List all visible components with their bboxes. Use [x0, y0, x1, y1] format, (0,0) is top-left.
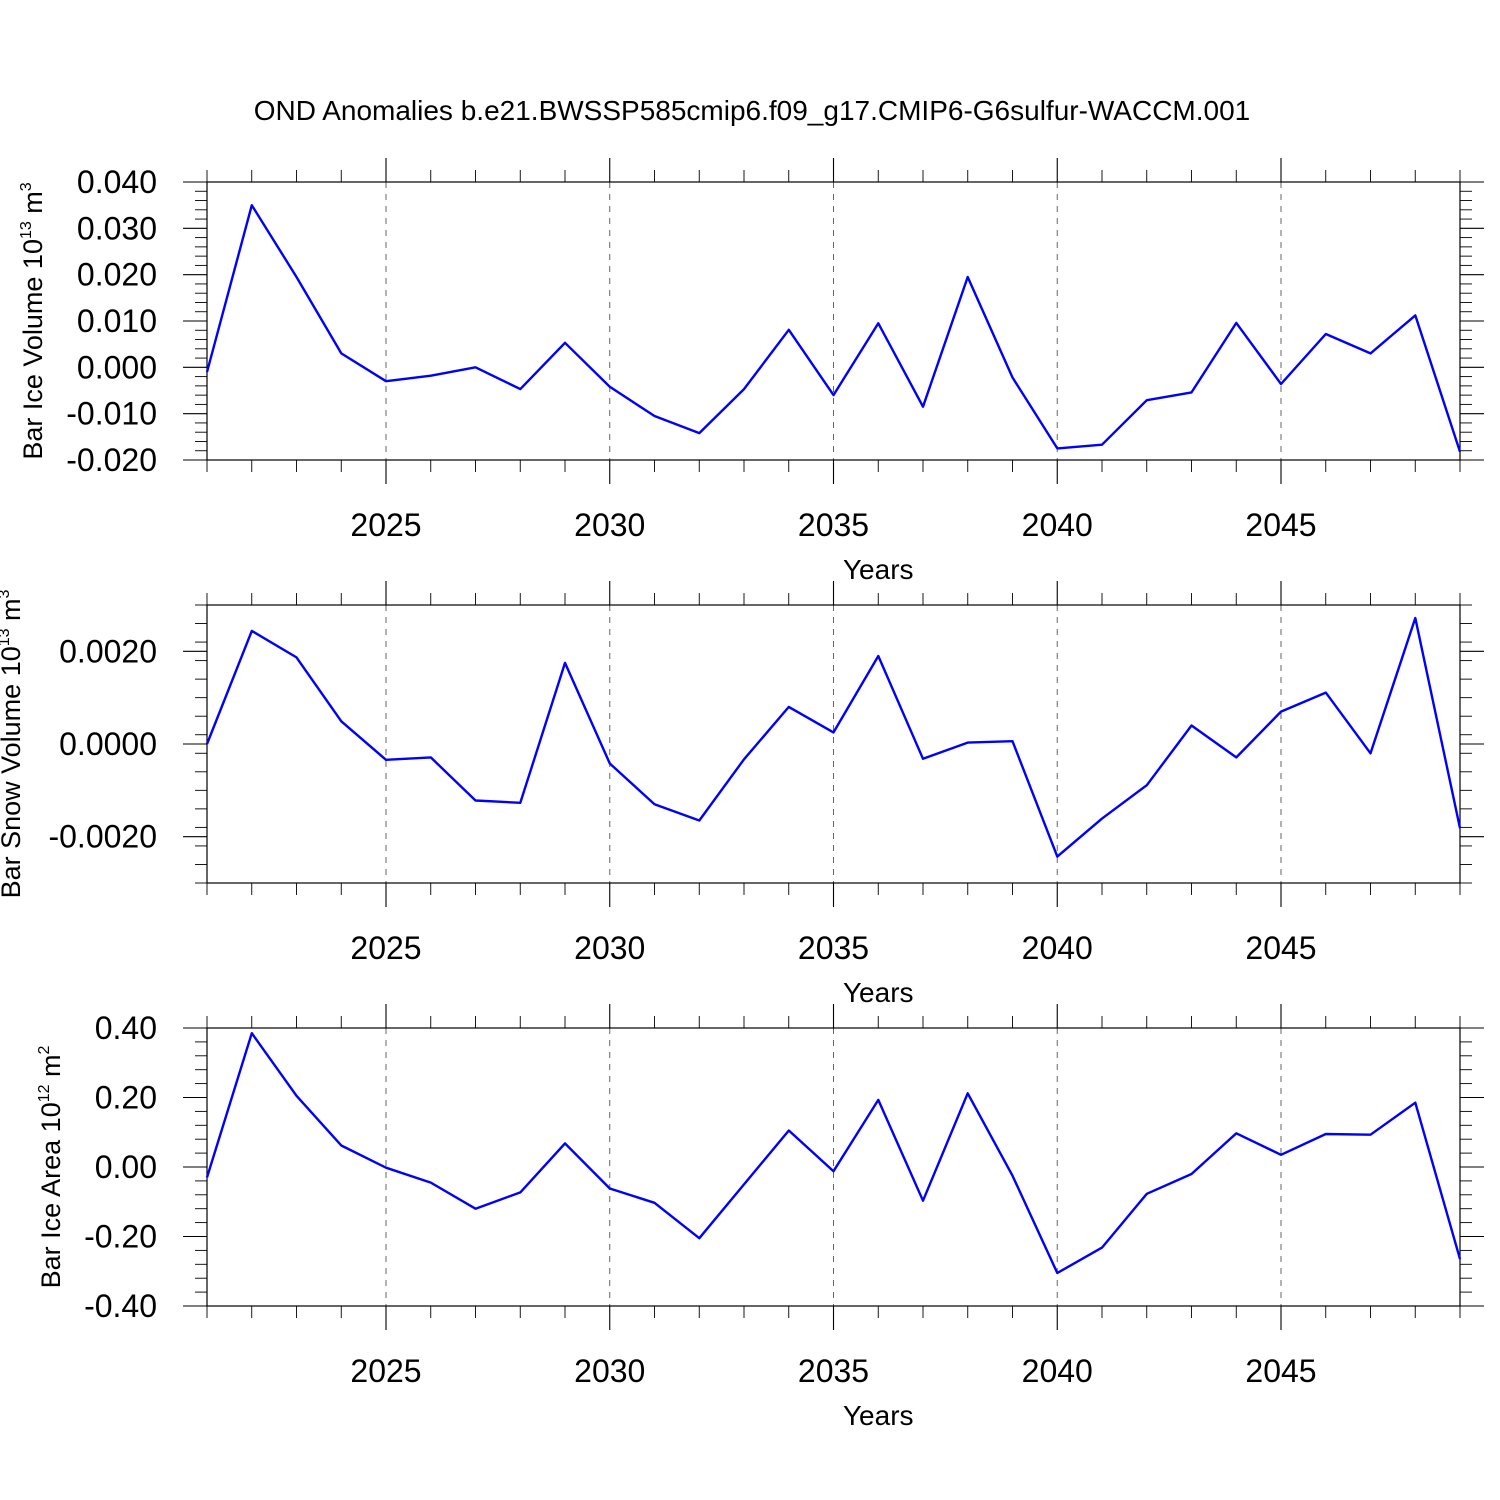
y-tick-label: -0.010 — [66, 396, 157, 432]
y-axis-label: Bar Snow Volume 1013 m3 — [0, 589, 26, 898]
chart-title: OND Anomalies b.e21.BWSSP585cmip6.f09_g1… — [254, 95, 1251, 126]
y-tick-label: -0.40 — [84, 1288, 157, 1324]
y-tick-label: 0.0000 — [59, 726, 157, 762]
y-tick-label: -0.20 — [84, 1219, 157, 1255]
y-axis-label-part: m — [36, 1054, 66, 1084]
series-line-1 — [205, 616, 1462, 858]
x-tick-label: 2025 — [350, 930, 421, 966]
x-tick-label: 2040 — [1022, 930, 1093, 966]
x-tick-label: 2030 — [574, 507, 645, 543]
x-tick-label: 2040 — [1022, 507, 1093, 543]
x-tick-label: 2025 — [350, 507, 421, 543]
y-axis-label-part: m — [18, 191, 48, 221]
chart-panel-1: 2025 2030 2035 2040 2045 Years -0.020 -0.010 0.0… — [18, 158, 1484, 585]
x-axis-label: Years — [843, 1400, 914, 1431]
y-axis-label-superscript: 3 — [0, 589, 13, 598]
y-axis-label-superscript: 2 — [36, 1045, 53, 1054]
y-axis-label: Bar Ice Volume 1013 m3 — [18, 182, 48, 459]
series-line-1 — [205, 203, 1462, 453]
x-tick-label: 2045 — [1245, 507, 1316, 543]
x-tick-label: 2030 — [574, 930, 645, 966]
y-axis-label: Bar Ice Area 1012 m2 — [36, 1045, 66, 1288]
chart-panel-2: 2025 2030 2035 2040 2045 Years -0.0020 0.0000 0.… — [0, 581, 1484, 1008]
y-axis-label-superscript: 12 — [36, 1084, 53, 1102]
x-axis-label: Years — [843, 554, 914, 585]
y-axis-label-part: m — [0, 598, 26, 628]
series-line-1 — [205, 1031, 1462, 1275]
y-axis-label-superscript: 13 — [18, 221, 35, 239]
y-axis-label-part: Bar Ice Area 10 — [36, 1102, 66, 1288]
y-axis-label-part: Bar Snow Volume 10 — [0, 646, 26, 898]
y-tick-label: 0.00 — [95, 1149, 157, 1185]
x-tick-label: 2035 — [798, 930, 869, 966]
y-tick-label: 0.20 — [95, 1080, 157, 1116]
x-tick-label: 2025 — [350, 1353, 421, 1389]
y-tick-label: 0.010 — [77, 303, 157, 339]
y-tick-label: 0.0020 — [59, 633, 157, 669]
x-tick-label: 2040 — [1022, 1353, 1093, 1389]
x-tick-label: 2035 — [798, 1353, 869, 1389]
y-axis-label-superscript: 3 — [18, 182, 35, 191]
y-tick-label: -0.020 — [66, 442, 157, 478]
y-tick-label: 0.40 — [95, 1010, 157, 1046]
y-axis-label-part: Bar Ice Volume 10 — [18, 239, 48, 460]
x-axis-label: Years — [843, 977, 914, 1008]
chart-panel-3: 2025 2030 2035 2040 2045 Years -0.40 -0.20 0.00 0… — [36, 1004, 1484, 1431]
x-tick-label: 2030 — [574, 1353, 645, 1389]
y-tick-label: 0.000 — [77, 349, 157, 385]
y-tick-label: 0.020 — [77, 257, 157, 293]
y-tick-label: 0.040 — [77, 164, 157, 200]
y-tick-label: 0.030 — [77, 210, 157, 246]
x-tick-label: 2045 — [1245, 1353, 1316, 1389]
y-tick-label: -0.0020 — [48, 819, 157, 855]
y-axis-label-superscript: 13 — [0, 628, 13, 646]
x-tick-label: 2035 — [798, 507, 869, 543]
x-tick-label: 2045 — [1245, 930, 1316, 966]
